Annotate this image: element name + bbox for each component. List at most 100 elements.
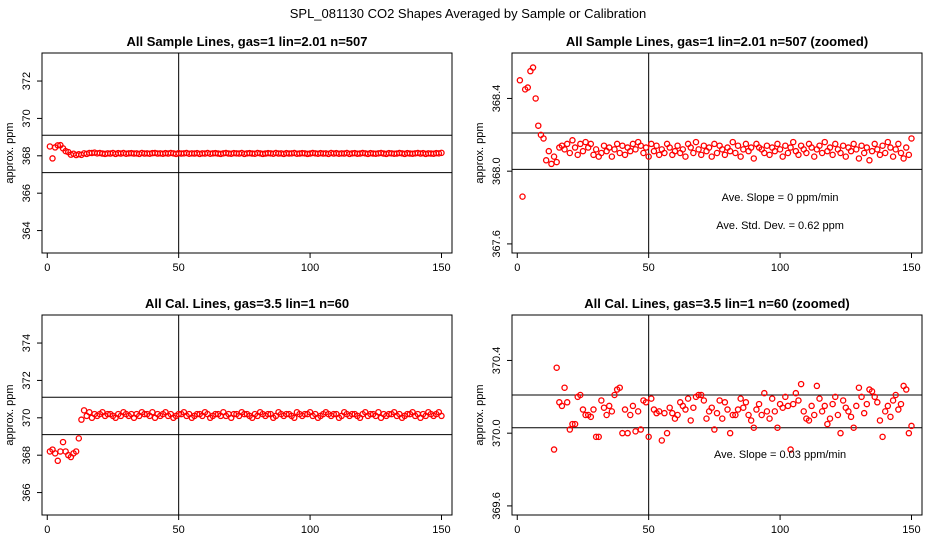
data-point (789, 138, 797, 146)
data-point (435, 150, 443, 157)
data-point (782, 142, 789, 149)
data-point (687, 144, 694, 151)
data-point (587, 413, 595, 421)
data-point (818, 408, 826, 415)
data-point (892, 146, 899, 153)
y-axis-label: approx. ppm (4, 122, 16, 183)
data-point (797, 380, 805, 388)
data-point (72, 448, 80, 455)
data-point (78, 416, 85, 423)
chart-panel-1: All Sample Lines, gas=1 lin=2.01 n=507 0 5… (4, 34, 453, 274)
data-point (837, 149, 844, 157)
data-point (900, 155, 907, 162)
y-tick-label: 368.4 (491, 85, 503, 113)
data-point (616, 384, 624, 391)
data-point (80, 407, 88, 414)
data-point (795, 397, 802, 404)
data-point (850, 424, 857, 431)
data-point (653, 142, 660, 149)
data-point (855, 384, 863, 391)
data-point (645, 433, 652, 441)
data-point (590, 406, 597, 413)
y-tick-label: 370 (21, 409, 33, 427)
data-point (742, 399, 750, 406)
data-point (579, 406, 587, 413)
data-point (863, 400, 871, 408)
data-point (902, 386, 910, 393)
data-point (745, 411, 752, 419)
data-point (711, 140, 718, 148)
data-point (619, 142, 626, 149)
data-point (637, 426, 645, 433)
data-point (905, 429, 913, 437)
y-tick-label: 372 (21, 72, 33, 90)
data-point (700, 142, 708, 149)
plot-frame (511, 52, 923, 254)
data-point (592, 146, 600, 153)
data-point (619, 429, 626, 437)
y-axis-label: approx. ppm (474, 122, 486, 183)
data-point (690, 149, 697, 157)
annotation: Ave. Slope = 0 ppm/min (722, 192, 839, 204)
data-point (884, 138, 892, 146)
data-point (648, 395, 655, 402)
data-point (705, 144, 713, 151)
data-point (438, 149, 445, 157)
data-point (879, 433, 886, 441)
data-point (789, 400, 797, 408)
y-axis-label: approx. ppm (474, 384, 486, 445)
data-point (679, 146, 687, 153)
chart-panel-2: All Sample Lines, gas=1 lin=2.01 n=507 (… (474, 34, 923, 274)
data-point (839, 142, 847, 149)
data-point (663, 429, 671, 437)
plot-frame (41, 314, 453, 516)
data-point (566, 149, 574, 157)
data-point (832, 393, 839, 401)
data-point (750, 424, 758, 431)
data-point (545, 147, 553, 155)
y-tick-label: 367.6 (491, 230, 503, 258)
data-point (787, 144, 794, 151)
data-point (863, 144, 871, 151)
data-point (621, 406, 629, 413)
x-tick-label: 50 (173, 524, 185, 536)
data-point (774, 424, 781, 431)
data-point (49, 155, 56, 162)
data-point (648, 140, 655, 148)
data-point (884, 402, 892, 410)
chart-panel-4: All Cal. Lines, gas=3.5 lin=1 n=60 (zoom… (474, 296, 923, 536)
data-point (887, 144, 894, 151)
data-point (666, 404, 673, 411)
data-point (758, 411, 765, 419)
data-point (632, 428, 639, 435)
data-point (605, 402, 613, 410)
data-point (803, 149, 810, 157)
data-point (829, 151, 836, 159)
x-tick-label: 0 (44, 262, 50, 274)
x-tick-label: 150 (432, 524, 450, 536)
data-point (75, 435, 83, 442)
data-point (553, 364, 560, 371)
data-point (674, 411, 681, 419)
data-point (766, 151, 773, 159)
data-point (629, 140, 637, 148)
data-point (603, 411, 610, 419)
data-point (824, 420, 831, 428)
data-point (661, 409, 668, 417)
data-point (577, 391, 584, 399)
data-point (535, 122, 542, 129)
data-point (569, 420, 576, 428)
data-point (54, 142, 62, 149)
data-point (813, 382, 821, 390)
data-point (542, 157, 550, 164)
data-point (889, 397, 897, 404)
data-point (816, 142, 823, 149)
x-tick-label: 0 (514, 262, 520, 274)
data-point (839, 397, 847, 404)
panel-title: All Cal. Lines, gas=3.5 lin=1 n=60 (145, 296, 349, 311)
annotation: Ave. Slope = 0.03 ppm/min (714, 449, 846, 461)
data-point (695, 146, 702, 153)
data-point (897, 149, 905, 157)
data-point (516, 77, 524, 84)
